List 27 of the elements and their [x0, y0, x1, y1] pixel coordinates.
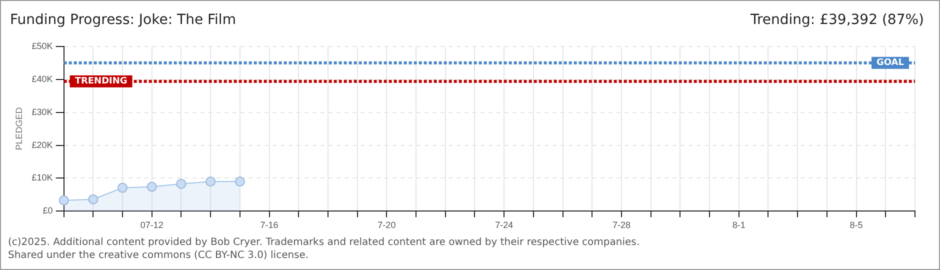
point	[88, 194, 98, 204]
x-tick-label: 7-28	[612, 220, 630, 230]
y-tick-label: £20K	[32, 140, 53, 150]
point	[206, 176, 216, 187]
chart-title: Funding Progress: Joke: The Film	[10, 12, 236, 28]
point	[58, 195, 69, 206]
point	[176, 178, 186, 189]
x-tick-label: 8-1	[732, 220, 746, 230]
point	[118, 182, 128, 193]
ref-line-label: GOAL	[876, 58, 904, 68]
y-tick-label: £40K	[32, 74, 53, 84]
y-tick-label: £50K	[32, 40, 53, 51]
text: Shared under the creative commons (CC BY-NC 3.0) license.	[8, 249, 310, 262]
chart-subtitle: Trending: £39,392 (87%)	[750, 12, 924, 28]
text: (c)2025. Additional content provided by Bob Cryer. Trademarks and related content are owned by their respective companies.	[8, 236, 640, 249]
x-tick-label: 7-16	[260, 220, 278, 230]
y-tick-label: £0	[42, 206, 53, 216]
point	[234, 176, 245, 187]
point	[146, 182, 157, 192]
x-tick-label: 7-24	[495, 220, 514, 230]
x-tick-label: 07-12	[140, 220, 164, 230]
y-tick-label: £10K	[32, 172, 53, 183]
ref-line-label: TRENDING	[74, 76, 128, 87]
x-tick-label: 7-20	[378, 220, 396, 230]
y-axis-title: PLEDGED	[14, 106, 24, 150]
x-tick-label: 8-5	[850, 220, 863, 230]
y-tick-label: £30K	[32, 106, 53, 117]
